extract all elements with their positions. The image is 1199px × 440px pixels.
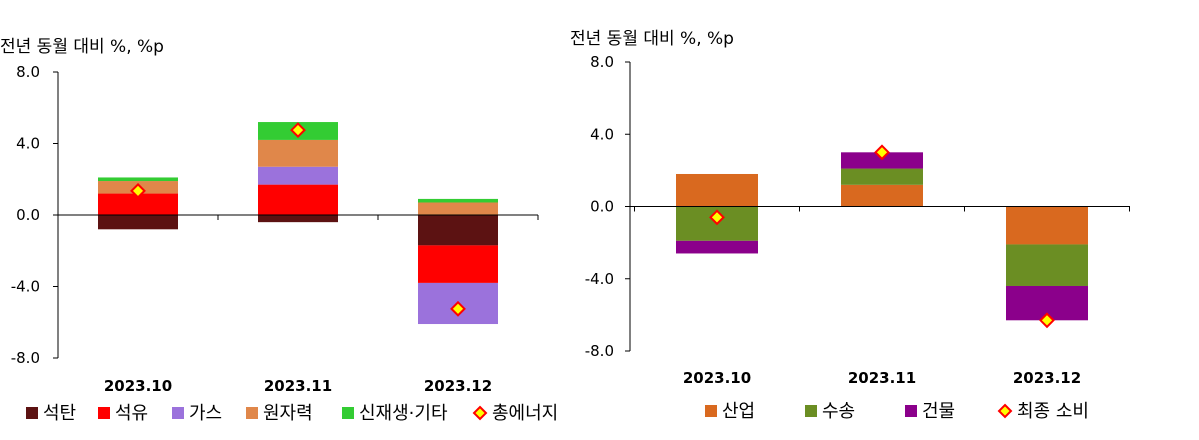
bars [676, 152, 1088, 321]
total-marker-2023.11 [874, 144, 890, 161]
legend-label-total: 최종 소비 [1017, 401, 1089, 422]
bar-석유-2023.10 [98, 193, 178, 215]
legend-swatch-수송 [805, 405, 817, 417]
energy-source-chart: 전년 동월 대비 %, %p 8.0 4.0 0.0 -4.0 -8.0 2023.10… [0, 37, 558, 424]
y-tick-label: 4.0 [16, 135, 40, 153]
legend-label-석탄: 석탄 [43, 403, 76, 424]
legend-label-가스: 가스 [189, 403, 222, 424]
total-marker-2023.12 [1039, 312, 1055, 329]
legend: 산업 수송 건물 최종 소비 [705, 401, 1089, 422]
total-marker-2023.11 [290, 122, 306, 139]
legend-marker-total [997, 403, 1013, 419]
bar-산업-2023.10 [676, 173, 758, 207]
bar-석탄-2023.12 [418, 215, 498, 246]
legend-label-원자력: 원자력 [263, 403, 313, 424]
legend-marker-total [472, 405, 488, 421]
x-category-label: 2023.10 [104, 377, 172, 395]
bar-신재생·기타-2023.10 [98, 177, 178, 182]
y-tick-label: -4.0 [11, 278, 40, 296]
legend-swatch-가스 [172, 407, 184, 419]
bar-건물-2023.11 [841, 152, 923, 169]
legend: 석탄 석유 가스 원자력 신재생·기타 총에너지 [26, 403, 558, 424]
total-markers [709, 144, 1055, 329]
consumption-sector-chart: 전년 동월 대비 %, %p 8.0 4.0 0.0 -4.0 -8.0 2023.10… [570, 29, 1130, 422]
legend-label-석유: 석유 [115, 403, 148, 424]
x-axis-categories: 2023.10 2023.11 2023.12 [683, 369, 1081, 387]
unit-label: 전년 동월 대비 %, %p [0, 37, 164, 57]
legend-swatch-석탄 [26, 407, 38, 419]
total-markers [130, 122, 466, 317]
legend-label-건물: 건물 [922, 401, 955, 422]
bar-수송-2023.12 [1006, 244, 1088, 286]
bar-석탄-2023.11 [258, 215, 338, 223]
legend-swatch-신재생·기타 [342, 407, 354, 419]
x-category-label: 2023.12 [424, 377, 492, 395]
bar-건물-2023.10 [676, 240, 758, 254]
legend-label-산업: 산업 [722, 401, 755, 422]
y-axis-ticks: 8.0 4.0 0.0 -4.0 -8.0 [11, 63, 40, 367]
legend-label-total: 총에너지 [492, 403, 558, 424]
y-tick-label: 0.0 [590, 198, 614, 216]
legend-swatch-산업 [705, 405, 717, 417]
bar-신재생·기타-2023.12 [418, 198, 498, 203]
bar-원자력-2023.12 [418, 202, 498, 215]
bar-수송-2023.11 [841, 168, 923, 185]
legend-label-수송: 수송 [822, 401, 855, 422]
bar-석탄-2023.10 [98, 215, 178, 230]
bars [98, 122, 498, 325]
bar-석유-2023.11 [258, 184, 338, 215]
y-tick-label: 8.0 [16, 63, 40, 81]
bar-석유-2023.12 [418, 245, 498, 283]
x-category-label: 2023.11 [264, 377, 332, 395]
y-axis-ticks: 8.0 4.0 0.0 -4.0 -8.0 [585, 53, 614, 360]
bar-원자력-2023.11 [258, 139, 338, 167]
total-marker-2023.10 [709, 209, 725, 226]
bar-산업-2023.11 [841, 184, 923, 207]
axes [625, 61, 1130, 352]
x-category-label: 2023.12 [1013, 369, 1081, 387]
y-tick-label: -8.0 [585, 342, 614, 360]
y-tick-label: -4.0 [585, 270, 614, 288]
x-category-label: 2023.10 [683, 369, 751, 387]
total-marker-2023.12 [450, 300, 466, 317]
x-axis-categories: 2023.10 2023.11 2023.12 [104, 377, 492, 395]
legend-swatch-석유 [98, 407, 110, 419]
y-tick-label: -8.0 [11, 349, 40, 367]
axes [53, 71, 539, 359]
y-tick-label: 4.0 [590, 125, 614, 143]
bar-가스-2023.11 [258, 166, 338, 185]
unit-label: 전년 동월 대비 %, %p [570, 29, 734, 49]
y-tick-label: 0.0 [16, 206, 40, 224]
total-marker-2023.10 [130, 182, 146, 199]
bar-산업-2023.12 [1006, 206, 1088, 245]
legend-label-신재생·기타: 신재생·기타 [359, 403, 448, 424]
x-category-label: 2023.11 [848, 369, 916, 387]
legend-swatch-원자력 [246, 407, 258, 419]
y-tick-label: 8.0 [590, 53, 614, 71]
legend-swatch-건물 [905, 405, 917, 417]
